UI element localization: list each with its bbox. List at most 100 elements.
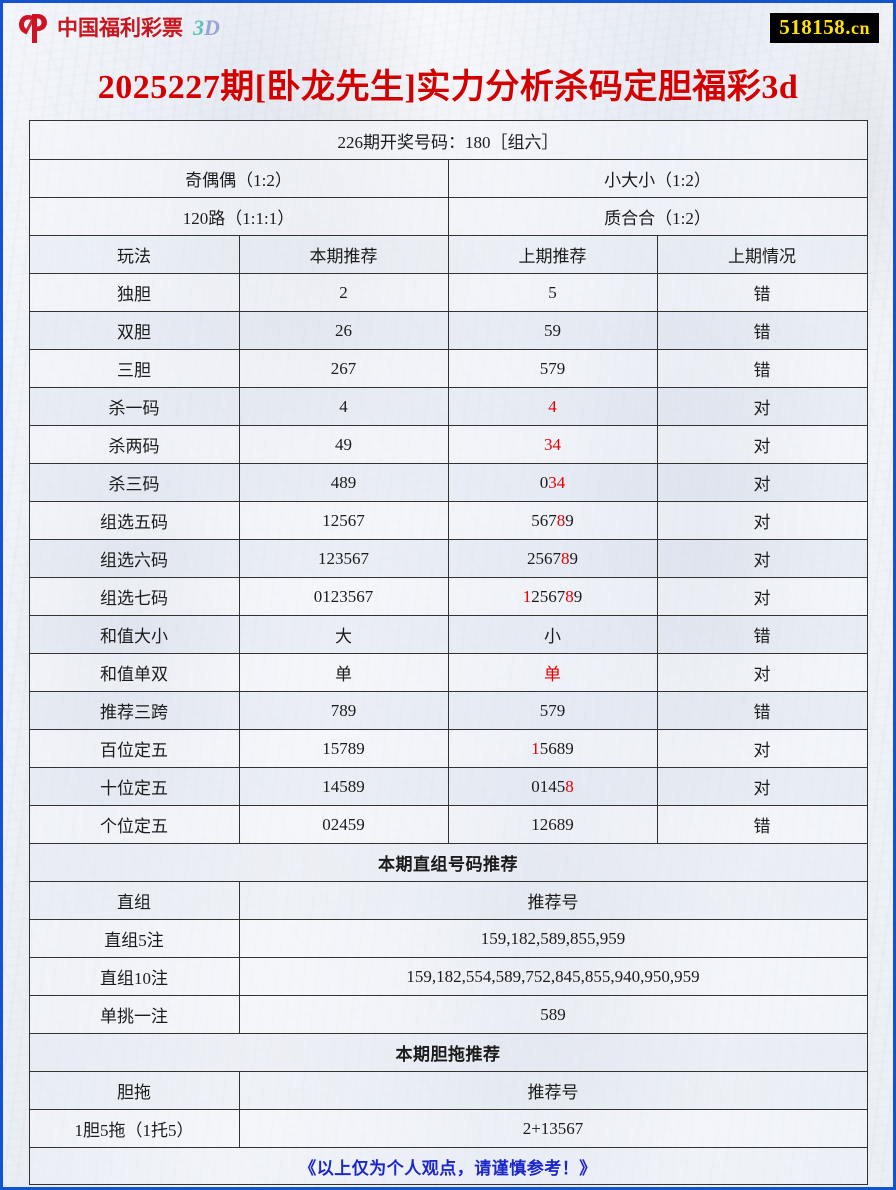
previous-segment: 9 <box>565 510 574 530</box>
cell-previous-result: 对 <box>656 539 868 578</box>
previous-segment: 34 <box>548 472 566 492</box>
zhizu-header-row: 直组 推荐号 <box>28 881 868 920</box>
attribute-row-1: 奇偶偶（1:2） 小大小（1:2） <box>28 159 868 198</box>
cell-previous-recommendation: 1256789 <box>447 577 658 616</box>
cell-previous-recommendation: 34 <box>447 425 658 464</box>
cell-current-recommendation: 49 <box>238 425 449 464</box>
dantuo-header-row: 胆拖 推荐号 <box>28 1071 868 1110</box>
previous-segment: 8 <box>565 586 574 606</box>
cell-current-recommendation: 0123567 <box>238 577 449 616</box>
cell-current-recommendation: 123567 <box>238 539 449 578</box>
cell-previous-recommendation: 4 <box>447 387 658 426</box>
brand-3d-d: D <box>204 15 220 40</box>
list-item: 直组5注 159,182,589,855,959 <box>28 919 868 958</box>
page-title: 2025227期[卧龙先生]实力分析杀码定胆福彩3d <box>97 69 799 106</box>
cell-play-name: 杀一码 <box>28 387 240 426</box>
dantuo-table: 本期胆拖推荐 胆拖 推荐号 1胆5拖（1托5） 2+13567 《以上仅为个人观点，… <box>28 1033 868 1185</box>
cell-play-name: 双胆 <box>28 311 240 350</box>
cell-current-recommendation: 12567 <box>238 501 449 540</box>
previous-segment: 5689 <box>539 738 574 758</box>
col-header-previous: 上期推荐 <box>447 235 658 274</box>
cell-previous-recommendation: 56789 <box>447 501 658 540</box>
attr-prime-composite: 质合合（1:2） <box>447 197 868 236</box>
cell-current-recommendation: 789 <box>238 691 449 730</box>
cell-current-recommendation: 02459 <box>238 805 449 844</box>
cell-previous-result: 对 <box>656 729 868 768</box>
cell-play-name: 和值单双 <box>28 653 240 692</box>
cell-current-recommendation: 14589 <box>238 767 449 806</box>
cell-current-recommendation: 489 <box>238 463 449 502</box>
col-header-current: 本期推荐 <box>238 235 449 274</box>
previous-segment: 2567 <box>531 586 566 606</box>
attr-big-small: 小大小（1:2） <box>447 159 868 198</box>
previous-segment: 9 <box>573 586 583 606</box>
cell-previous-recommendation: 256789 <box>447 539 658 578</box>
table-row: 个位定五 02459 12689 错 <box>28 805 868 844</box>
site-badge-name: 518158. <box>779 14 851 39</box>
cell-play-name: 三胆 <box>28 349 240 388</box>
cell-current-recommendation: 单 <box>238 653 449 692</box>
previous-segment: 4 <box>548 396 557 416</box>
cell-current-recommendation: 26 <box>238 311 449 350</box>
cell-previous-recommendation: 小 <box>447 615 658 654</box>
cell-current-recommendation: 大 <box>238 615 449 654</box>
table-row: 双胆 26 59 错 <box>28 311 868 350</box>
cell-previous-result: 对 <box>656 501 868 540</box>
table-row: 杀一码 4 4 对 <box>28 387 868 426</box>
cell-previous-result: 对 <box>656 387 868 426</box>
brand-lockup: 中国福利彩票 3D <box>17 13 220 44</box>
cell-previous-result: 错 <box>656 273 868 312</box>
previous-segment: 小 <box>544 627 561 646</box>
cell-previous-result: 对 <box>656 463 868 502</box>
main-table: 226期开奖号码：180［组六］ 奇偶偶（1:2） 小大小（1:2） 120路（… <box>28 120 868 844</box>
table-row: 和值大小大 小 错 <box>28 615 868 654</box>
zhizu-row-value: 159,182,554,589,752,845,855,940,950,959 <box>238 957 868 996</box>
dantuo-row-label: 1胆5拖（1托5） <box>28 1109 240 1148</box>
zhizu-row-value: 159,182,589,855,959 <box>238 919 868 958</box>
footer-note: 《以上仅为个人观点，请谨慎参考！》 <box>28 1147 868 1185</box>
previous-segment: 12689 <box>531 814 574 834</box>
cell-current-recommendation: 267 <box>238 349 449 388</box>
cell-previous-recommendation: 59 <box>447 311 658 350</box>
dantuo-col-header-value: 推荐号 <box>238 1071 868 1110</box>
previous-segment: 8 <box>565 776 574 796</box>
list-item: 直组10注 159,182,554,589,752,845,855,940,950… <box>28 957 868 996</box>
previous-segment: 5 <box>548 282 557 302</box>
table-row: 杀三码 489 034 对 <box>28 463 868 502</box>
cell-previous-recommendation: 579 <box>447 691 658 730</box>
cell-previous-result: 错 <box>656 311 868 350</box>
cell-current-recommendation: 2 <box>238 273 449 312</box>
site-badge-tld: cn <box>851 17 870 38</box>
zhizu-section-title: 本期直组号码推荐 <box>28 843 868 882</box>
zhizu-col-header-label: 直组 <box>28 881 240 920</box>
cell-play-name: 组选五码 <box>28 501 240 540</box>
cell-previous-recommendation: 单 <box>447 653 658 692</box>
previous-segment: 579 <box>539 358 566 378</box>
table-row: 三胆 267 579 错 <box>28 349 868 388</box>
table-row: 和值单双单单对 <box>28 653 868 692</box>
zhizu-table: 本期直组号码推荐 直组 推荐号 直组5注 159,182,589,855,959 直… <box>28 843 868 1034</box>
cell-play-name: 组选六码 <box>28 539 240 578</box>
previous-segment: 8 <box>556 510 566 530</box>
col-header-result: 上期情况 <box>656 235 868 274</box>
china-welfare-lottery-logo-icon <box>17 13 50 44</box>
previous-segment: 0 <box>539 472 549 492</box>
cell-previous-recommendation: 034 <box>447 463 658 502</box>
dantuo-col-header-label: 胆拖 <box>28 1071 240 1110</box>
zhizu-section-title-row: 本期直组号码推荐 <box>28 843 868 882</box>
dantuo-section-title-row: 本期胆拖推荐 <box>28 1033 868 1072</box>
brand-3d-suffix: 3D <box>193 17 220 39</box>
list-item: 单挑一注 589 <box>28 995 868 1034</box>
table-row: 组选六码 123567 256789 对 <box>28 539 868 578</box>
cell-previous-result: 对 <box>656 767 868 806</box>
zhizu-col-header-value: 推荐号 <box>238 881 868 920</box>
attr-odd-even: 奇偶偶（1:2） <box>28 159 449 198</box>
previous-segment: 59 <box>544 320 561 340</box>
cell-previous-result: 错 <box>656 615 868 654</box>
site-badge[interactable]: 518158.cn <box>770 12 879 44</box>
cell-previous-recommendation: 5 <box>447 273 658 312</box>
cell-play-name: 推荐三跨 <box>28 691 240 730</box>
cell-current-recommendation: 15789 <box>238 729 449 768</box>
cell-play-name: 和值大小 <box>28 615 240 654</box>
previous-segment: 0145 <box>531 776 566 796</box>
